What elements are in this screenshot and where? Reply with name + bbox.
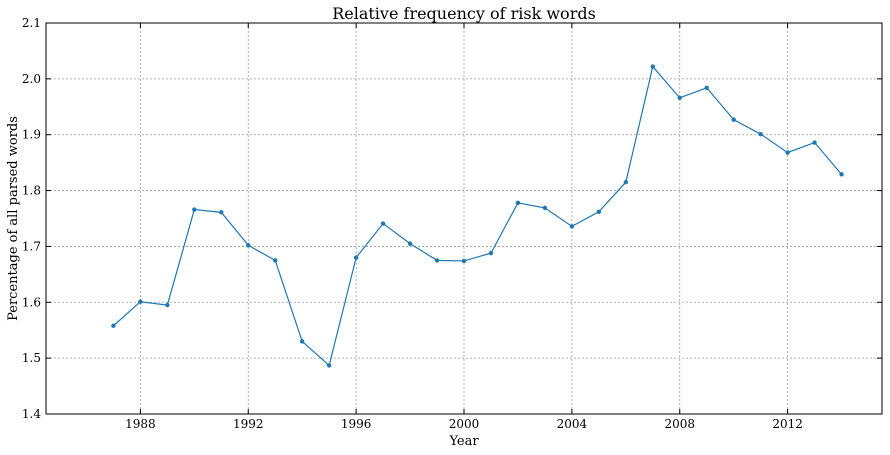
data-point (839, 172, 844, 177)
chart-title: Relative frequency of risk words (332, 4, 596, 23)
data-point (731, 117, 736, 122)
y-tick-label: 1.8 (22, 184, 41, 198)
data-point (758, 131, 763, 137)
series-group (111, 64, 844, 368)
data-point (380, 221, 386, 226)
y-tick-label: 1.4 (22, 407, 41, 421)
x-tick-label: 2004 (557, 417, 588, 431)
data-point (273, 258, 278, 263)
y-tick-label: 2.1 (22, 16, 41, 30)
data-point (488, 250, 494, 256)
series-line (113, 65, 843, 367)
data-point (569, 224, 575, 229)
data-point (704, 85, 709, 90)
grid (46, 23, 882, 414)
data-point (111, 323, 116, 328)
x-tick-label: 1988 (125, 417, 156, 431)
data-point (192, 207, 197, 212)
y-tick-label: 1.6 (22, 295, 41, 309)
data-point (677, 95, 682, 101)
data-point (542, 205, 548, 211)
x-tick-label: 1992 (233, 417, 264, 431)
data-point (165, 302, 170, 308)
data-point (326, 363, 332, 368)
x-axis-label: Year (448, 434, 479, 449)
y-axis-label: Percentage of all parsed words (6, 116, 21, 321)
data-point (623, 179, 629, 185)
tick-group: 1988 1992 1996 2000 2004 2008 2012 1.4 1.5 1.6 1.7… (22, 16, 882, 431)
y-tick-label: 2.0 (22, 72, 41, 86)
y-tick-label: 1.7 (22, 239, 41, 253)
data-point (434, 258, 440, 263)
data-point (596, 209, 602, 214)
data-point (461, 258, 467, 264)
data-point (785, 150, 790, 155)
data-point (650, 64, 655, 69)
x-tick-label: 2008 (664, 417, 695, 431)
y-tick-label: 1.9 (22, 128, 41, 142)
data-point (407, 241, 413, 246)
data-point (353, 255, 359, 260)
data-point (299, 339, 305, 344)
data-point (138, 299, 143, 304)
data-point (515, 200, 521, 206)
x-tick-label: 2000 (449, 417, 480, 431)
x-tick-label: 2012 (772, 417, 803, 431)
x-tick-label: 1996 (341, 417, 372, 431)
data-point (219, 210, 224, 215)
data-point (812, 140, 817, 145)
data-point (246, 243, 251, 248)
y-tick-label: 1.5 (22, 351, 41, 365)
